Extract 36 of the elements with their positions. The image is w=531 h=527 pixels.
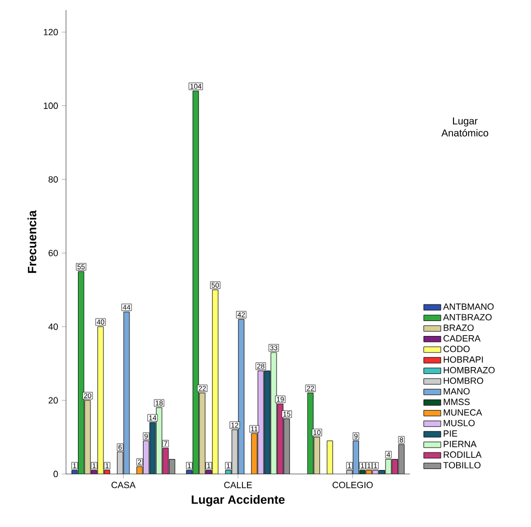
y-tick-label: 120 bbox=[44, 28, 58, 36]
legend-label: HOMBRAZO bbox=[444, 366, 495, 374]
legend-label: MMSS bbox=[444, 398, 470, 406]
y-tick-label: 40 bbox=[48, 323, 58, 330]
bar bbox=[232, 430, 238, 474]
x-tick-label: CASA bbox=[112, 482, 136, 488]
legend-label: ANTBRAZO bbox=[443, 314, 492, 320]
bar bbox=[251, 433, 258, 474]
y-tick-label: 100 bbox=[44, 102, 58, 109]
y-axis-title: Frecuencia bbox=[28, 210, 36, 273]
legend-label: MANO bbox=[444, 388, 470, 394]
legend-label: CADERA bbox=[444, 335, 481, 342]
x-tick-label: CALLE bbox=[224, 482, 252, 488]
legend-label: ANTBMANO bbox=[443, 303, 494, 310]
legend-title: Lugar Anatómico bbox=[441, 117, 488, 136]
bar bbox=[284, 418, 290, 474]
legend-label: HOMBRO bbox=[444, 378, 484, 384]
y-tick-label: 60 bbox=[48, 250, 58, 256]
bar bbox=[264, 370, 270, 474]
legend-label: HOBRAPI bbox=[444, 356, 483, 363]
x-tick-label: COLEGIO bbox=[332, 482, 373, 488]
bar bbox=[277, 404, 284, 474]
legend-label: CODO bbox=[444, 346, 470, 352]
legend-label: MUSLO bbox=[444, 420, 475, 426]
legend-label: RODILLA bbox=[444, 451, 482, 458]
y-tick-label: 20 bbox=[48, 397, 58, 404]
bar bbox=[258, 370, 264, 474]
legend-label: PIE bbox=[444, 430, 458, 437]
legend-label: PIERNA bbox=[444, 440, 477, 448]
legend-label: MUNECA bbox=[444, 409, 482, 416]
x-axis-title: Lugar Accidente bbox=[192, 495, 285, 506]
y-tick-label: 0 bbox=[54, 470, 58, 478]
legend-label: TOBILLO bbox=[443, 462, 481, 468]
y-tick-label: 80 bbox=[48, 176, 58, 183]
bar bbox=[270, 352, 277, 474]
legend-label: BRAZO bbox=[444, 324, 474, 331]
